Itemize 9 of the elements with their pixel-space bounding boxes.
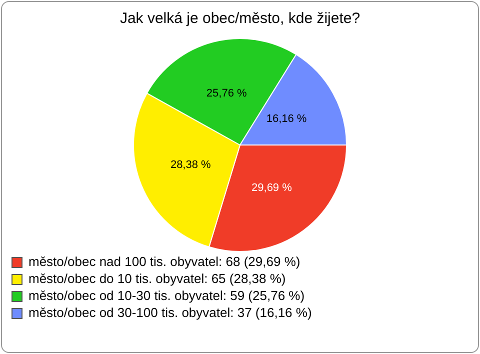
legend-label: město/obec do 10 tis. obyvatel: 65 (28,38 %): [28, 271, 286, 286]
legend-label: město/obec od 30-100 tis. obyvatel: 37 (16,16 %): [28, 305, 312, 320]
data-label: 29,69 %: [252, 182, 292, 194]
chart-title: Jak velká je obec/město, kde žijete?: [120, 10, 360, 28]
legend-label: město/obec nad 100 tis. obyvatel: 68 (29,69 %): [28, 254, 300, 270]
data-label: 16,16 %: [266, 113, 307, 126]
legend-label: město/obec od 10-30 tis. obyvatel: 59 (25,76 %): [28, 288, 305, 304]
data-label: 25,76 %: [206, 87, 248, 100]
data-label: 28,38 %: [170, 158, 212, 171]
